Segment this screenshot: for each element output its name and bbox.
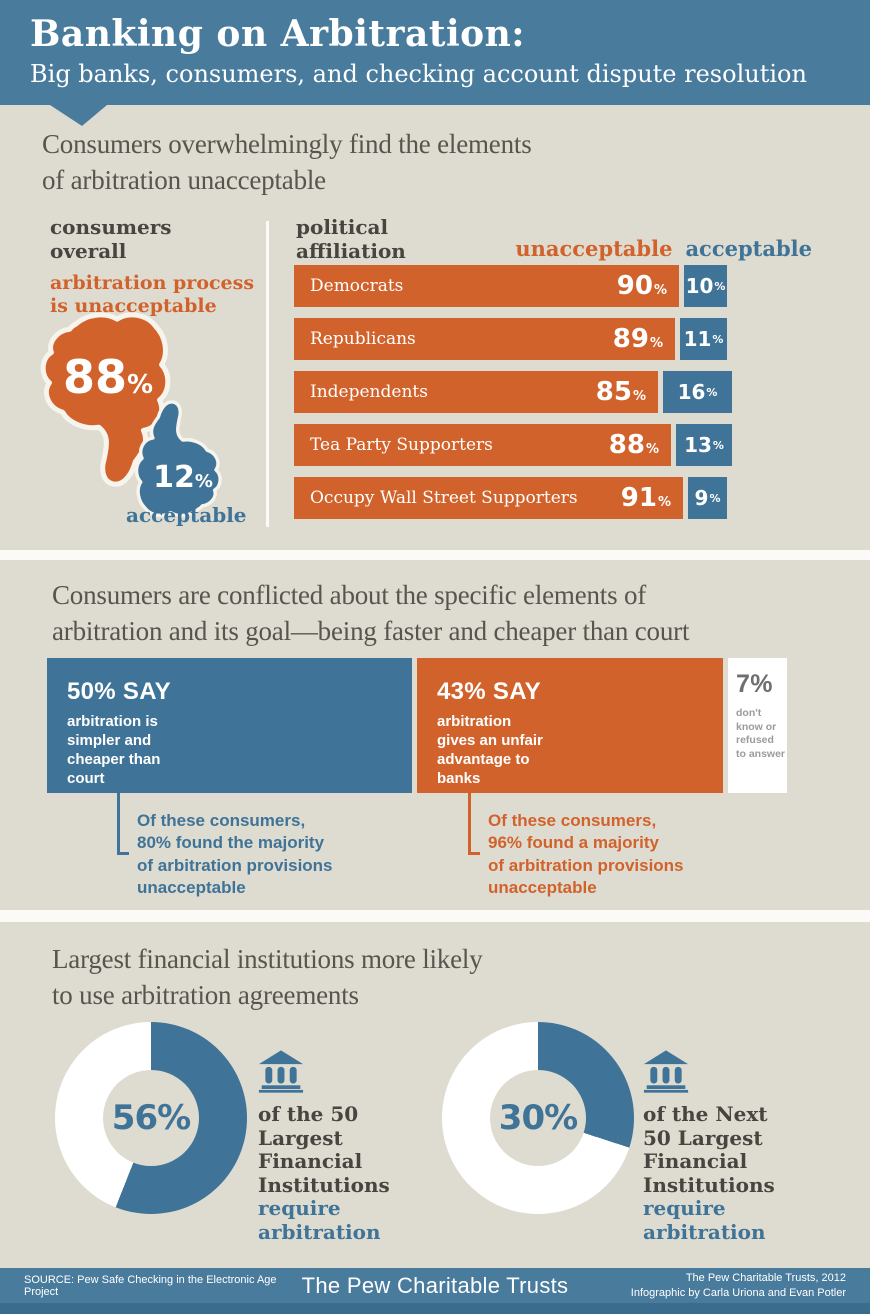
bar-label: Tea Party Supporters bbox=[310, 435, 493, 455]
acceptable-bar: 16% bbox=[663, 371, 732, 413]
donut-chart-next50: 30% bbox=[442, 1022, 634, 1214]
legend-unacceptable: unacceptable bbox=[515, 236, 673, 261]
overall-unacceptable-value: 88% bbox=[48, 350, 168, 404]
require-arbitration-label: require arbitration bbox=[643, 1196, 766, 1244]
note-orange: Of these consumers, 96% found a majority… bbox=[488, 811, 684, 898]
connector-line-blue bbox=[117, 793, 129, 855]
overall-acceptable-value: 12% bbox=[138, 460, 228, 495]
acceptable-bar: 11% bbox=[680, 318, 727, 360]
political-affiliation-label: political affiliation bbox=[296, 215, 406, 264]
donut-value: 56% bbox=[111, 1098, 191, 1138]
note-stat: 80% bbox=[137, 833, 172, 853]
column-divider bbox=[266, 221, 269, 527]
legend-acceptable: acceptable bbox=[685, 236, 812, 261]
bar-row: Independents 85% 16% bbox=[294, 371, 732, 413]
footer: SOURCE: Pew Safe Checking in the Electro… bbox=[0, 1268, 870, 1303]
box-body: arbitration is simpler and cheaper than … bbox=[67, 713, 161, 788]
overall-acceptable-label: acceptable bbox=[126, 503, 247, 527]
bar-value: 89% bbox=[612, 324, 663, 354]
bank-icon bbox=[643, 1050, 689, 1093]
donut-chart-top50: 56% bbox=[55, 1022, 247, 1214]
header: Banking on Arbitration: Big banks, consu… bbox=[0, 0, 870, 126]
credit-note: The Pew Charitable Trusts, 2012 Infograp… bbox=[630, 1272, 847, 1299]
note-stat: 96% bbox=[488, 833, 523, 853]
bar-label: Occupy Wall Street Supporters bbox=[310, 488, 578, 508]
value-12: 12 bbox=[153, 460, 195, 495]
bar-value: 91% bbox=[620, 483, 671, 513]
page-title: Banking on Arbitration: bbox=[30, 13, 526, 55]
bar-value: 88% bbox=[608, 430, 659, 460]
acceptable-bar: 9% bbox=[688, 477, 727, 519]
percent-sign: % bbox=[194, 471, 213, 492]
thumbs-up-icon bbox=[134, 400, 222, 518]
unacceptable-bar: Occupy Wall Street Supporters 91% bbox=[294, 477, 683, 519]
box-dont-know: 7% don't know or refused to answer bbox=[728, 658, 787, 793]
section-arbitration-unacceptable: Consumers overwhelmingly find the elemen… bbox=[0, 105, 870, 550]
source-note: SOURCE: Pew Safe Checking in the Electro… bbox=[24, 1273, 277, 1298]
acceptable-bar: 13% bbox=[676, 424, 732, 466]
section-divider-gap bbox=[0, 550, 870, 560]
unacceptable-bar: Tea Party Supporters 88% bbox=[294, 424, 671, 466]
box-title: 7% bbox=[736, 670, 773, 698]
connector-line-orange bbox=[468, 793, 480, 855]
bar-row: Republicans 89% 11% bbox=[294, 318, 732, 360]
bottom-strip bbox=[0, 1303, 870, 1314]
box-title: 50% SAY bbox=[67, 678, 171, 705]
section2-heading: Consumers are conflicted about the speci… bbox=[52, 580, 690, 646]
unacceptable-bar: Independents 85% bbox=[294, 371, 658, 413]
section-conflicted: Consumers are conflicted about the speci… bbox=[0, 560, 870, 910]
donut-value: 30% bbox=[498, 1098, 578, 1138]
bar-value: 90% bbox=[616, 271, 667, 301]
donut-hole: 30% bbox=[490, 1070, 586, 1166]
box-unfair-advantage: 43% SAY arbitration gives an unfair adva… bbox=[417, 658, 723, 793]
section-divider-gap bbox=[0, 910, 870, 922]
section3-heading: Largest financial institutions more like… bbox=[52, 944, 483, 1010]
bar-row: Occupy Wall Street Supporters 91% 9% bbox=[294, 477, 732, 519]
consumers-overall-label: consumers overall bbox=[50, 215, 172, 264]
thumbs-down-icon bbox=[40, 312, 171, 487]
donut-caption-top50: of the 50 Largest Financial Institutions… bbox=[258, 1102, 390, 1244]
opinion-boxes: 50% SAY arbitration is simpler and cheap… bbox=[47, 658, 787, 793]
box-title: 43% SAY bbox=[437, 678, 541, 705]
header-pointer bbox=[50, 105, 107, 126]
bar-row: Tea Party Supporters 88% 13% bbox=[294, 424, 732, 466]
bar-row: Democrats 90% 10% bbox=[294, 265, 732, 307]
bar-label: Democrats bbox=[310, 276, 404, 296]
affiliation-bar-chart: Democrats 90% 10% Republicans 89% 11% Inde… bbox=[294, 265, 732, 530]
unacceptable-bar: Republicans 89% bbox=[294, 318, 675, 360]
section-institutions: Largest financial institutions more like… bbox=[0, 922, 870, 1268]
page-subtitle: Big banks, consumers, and checking accou… bbox=[30, 60, 807, 88]
percent-sign: % bbox=[126, 370, 154, 400]
brand-name: The Pew Charitable Trusts bbox=[301, 1272, 569, 1298]
donut-caption-next50: of the Next 50 Largest Financial Institu… bbox=[643, 1102, 775, 1244]
value-88: 88 bbox=[62, 350, 127, 404]
bar-label: Republicans bbox=[310, 329, 416, 349]
section1-heading: Consumers overwhelmingly find the elemen… bbox=[42, 129, 532, 195]
note-blue: Of these consumers, 80% found the majori… bbox=[137, 811, 333, 898]
bar-label: Independents bbox=[310, 382, 428, 402]
donut-hole: 56% bbox=[103, 1070, 199, 1166]
legend: unacceptable acceptable bbox=[515, 236, 812, 261]
overall-unacceptable-label: arbitration process is unacceptable bbox=[50, 272, 255, 318]
unacceptable-bar: Democrats 90% bbox=[294, 265, 679, 307]
require-arbitration-label: require arbitration bbox=[258, 1196, 381, 1244]
bar-value: 85% bbox=[595, 377, 646, 407]
bank-icon bbox=[258, 1050, 304, 1093]
box-simpler-cheaper: 50% SAY arbitration is simpler and cheap… bbox=[47, 658, 412, 793]
box-body: arbitration gives an unfair advantage to… bbox=[437, 713, 543, 788]
acceptable-bar: 10% bbox=[684, 265, 727, 307]
box-body: don't know or refused to answer bbox=[736, 707, 786, 760]
